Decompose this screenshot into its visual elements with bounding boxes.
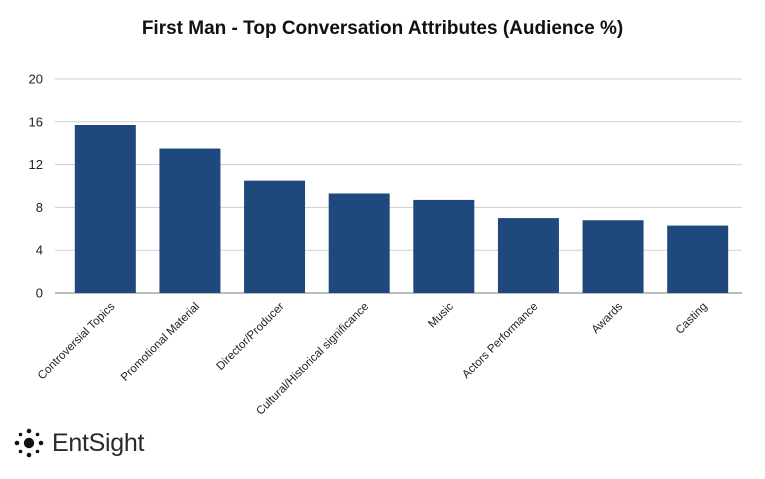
x-tick-label: Controversial Topics xyxy=(36,300,118,382)
entsight-logo-icon xyxy=(14,428,44,458)
x-tick-label: Awards xyxy=(590,300,626,336)
bar xyxy=(244,180,306,293)
bar xyxy=(159,148,221,293)
bar xyxy=(328,193,390,293)
x-tick-label: Casting xyxy=(674,301,710,337)
bars xyxy=(74,125,729,293)
y-tick-label: 16 xyxy=(29,114,43,129)
x-tick-label: Promotional Material xyxy=(119,301,202,384)
logo-text: EntSight xyxy=(52,428,145,457)
x-tick-label: Music xyxy=(426,300,456,330)
y-tick-label: 4 xyxy=(36,243,43,258)
chart-title: First Man - Top Conversation Attributes … xyxy=(141,18,624,39)
x-tick-label: Actors Performance xyxy=(460,301,540,381)
y-tick-label: 20 xyxy=(29,72,43,87)
bar xyxy=(413,199,475,293)
bar xyxy=(497,218,559,293)
y-axis-ticks: 0 4 8 12 16 20 xyxy=(29,72,43,301)
entsight-logo: EntSight xyxy=(12,425,144,461)
x-tick-label: Director/Producer xyxy=(214,301,286,373)
y-tick-label: 12 xyxy=(29,157,43,172)
bar xyxy=(667,225,729,293)
bar xyxy=(582,220,644,293)
x-axis-labels: Controversial Topics Promotional Material… xyxy=(36,300,710,417)
y-tick-label: 0 xyxy=(36,286,43,301)
y-tick-label: 8 xyxy=(36,200,43,215)
bar xyxy=(74,125,136,293)
